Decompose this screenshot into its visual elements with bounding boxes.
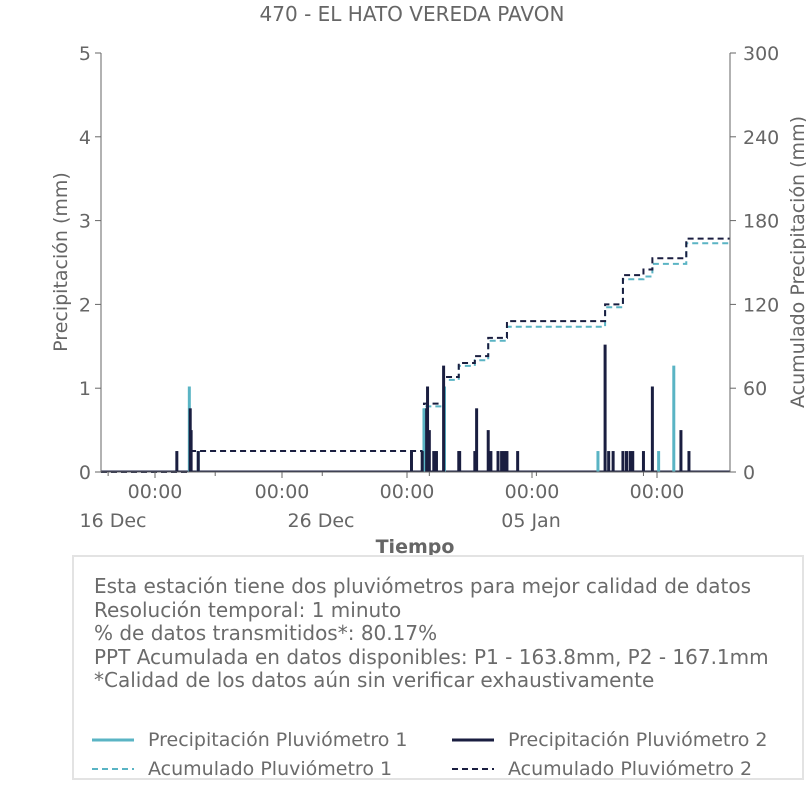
y-tick-label-right: 180 xyxy=(743,211,779,233)
y-axis-label-right: Acumulado Precipitación (mm) xyxy=(787,116,806,408)
legend-item-precip-2: Precipitación Pluviómetro 2 xyxy=(452,729,768,751)
legend-label: Precipitación Pluviómetro 2 xyxy=(508,729,768,751)
x-tick-time-label: 00:00 xyxy=(630,481,685,503)
info-line-stations: Esta estación tiene dos pluviómetros par… xyxy=(94,574,752,598)
legend-label: Acumulado Pluviómetro 1 xyxy=(148,758,393,780)
legend-item-accum-1: Acumulado Pluviómetro 1 xyxy=(92,758,392,780)
legend-label: Precipitación Pluviómetro 1 xyxy=(148,729,408,751)
y-tick-label-left: 1 xyxy=(79,378,91,400)
y-tick-label-left: 5 xyxy=(79,43,91,65)
accumulated-line-2 xyxy=(101,237,730,473)
info-line-accumulated: PPT Acumulada en datos disponibles: P1 -… xyxy=(94,644,769,669)
x-tick-time-label: 00:00 xyxy=(380,481,435,503)
precipitation-chart: 470 - EL HATO VEREDA PAVON 0 1 2 3 4 5 0 60 120 1… xyxy=(50,2,806,558)
y-tick-label-left: 2 xyxy=(79,294,91,316)
chart-title: 470 - EL HATO VEREDA PAVON xyxy=(260,2,565,26)
legend-item-accum-2: Acumulado Pluviómetro 2 xyxy=(452,758,752,780)
info-box: Esta estación tiene dos pluviómetros par… xyxy=(72,555,804,780)
x-axis-label: Tiempo xyxy=(376,536,455,558)
y-tick-label-right: 60 xyxy=(743,378,767,400)
y-tick-label-right: 120 xyxy=(743,294,779,316)
x-tick-time-label: 00:00 xyxy=(505,481,560,503)
legend-item-precip-1: Precipitación Pluviómetro 1 xyxy=(92,729,408,751)
y-tick-label-left: 4 xyxy=(79,127,91,149)
x-tick-time-label: 00:00 xyxy=(255,481,310,503)
x-tick-date-label: 16 Dec xyxy=(80,510,147,532)
y-axis-label-left: Precipitación (mm) xyxy=(50,172,72,352)
y-tick-label-right: 300 xyxy=(743,43,779,65)
accumulated-line-1 xyxy=(101,242,730,473)
x-tick-date-label: 26 Dec xyxy=(288,510,355,532)
legend-label: Acumulado Pluviómetro 2 xyxy=(508,758,753,780)
info-lines: Esta estación tiene dos pluviómetros par… xyxy=(94,574,769,693)
info-line-resolution: Resolución temporal: 1 minuto xyxy=(94,597,402,622)
info-line-quality: *Calidad de los datos aún sin verificar … xyxy=(94,668,655,692)
x-tick-time-label: 00:00 xyxy=(128,481,183,503)
info-line-transmitted: % de datos transmitidos*: 80.17% xyxy=(94,621,438,645)
y-tick-label-right: 240 xyxy=(743,127,779,149)
y-tick-label-left: 3 xyxy=(79,211,91,233)
x-tick-date-label: 05 Jan xyxy=(501,510,561,532)
y-tick-label-right: 0 xyxy=(743,462,755,484)
y-tick-label-left: 0 xyxy=(79,462,91,484)
